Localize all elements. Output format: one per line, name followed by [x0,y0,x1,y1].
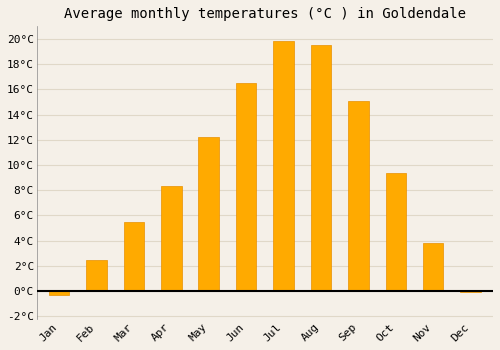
Bar [198,137,219,291]
Title: Average monthly temperatures (°C ) in Goldendale: Average monthly temperatures (°C ) in Go… [64,7,466,21]
Bar [236,83,256,291]
Bar [124,222,144,291]
Bar [86,260,107,291]
Bar [310,45,332,291]
Bar [274,41,294,291]
Bar [460,291,481,292]
Bar [423,243,444,291]
Bar [161,187,182,291]
Bar [386,173,406,291]
Bar [348,101,368,291]
Bar [49,291,70,295]
